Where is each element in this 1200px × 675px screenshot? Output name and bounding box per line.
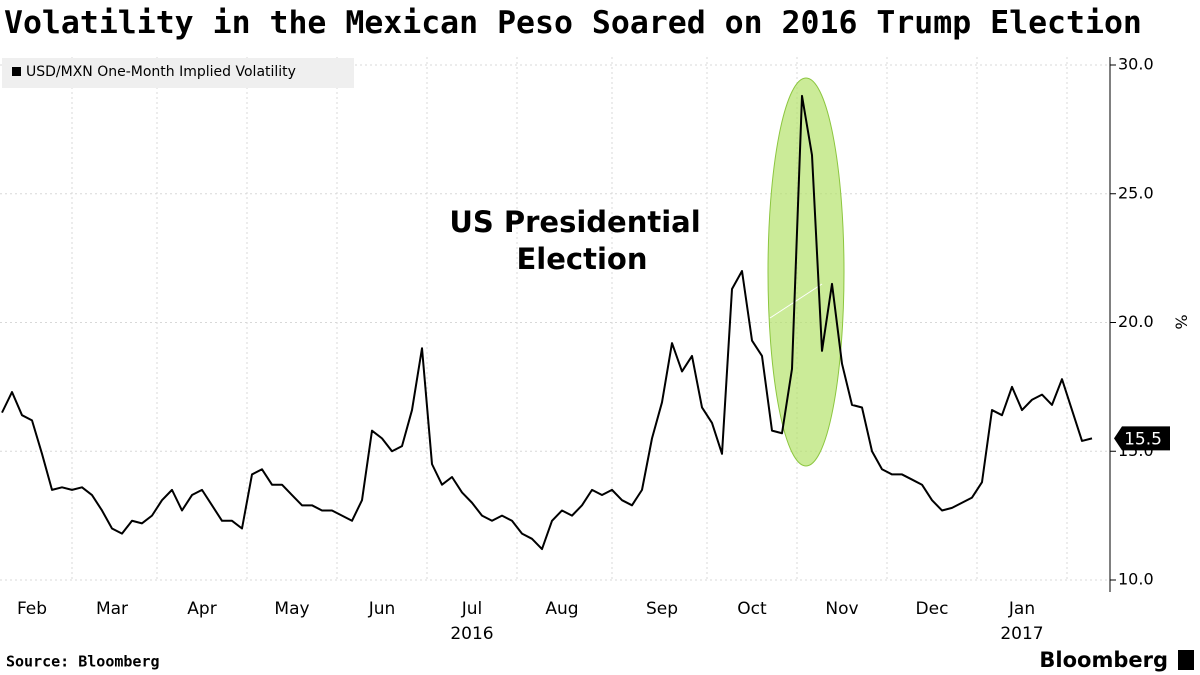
y-axis-label: %: [1172, 314, 1191, 329]
x-tick-label: Nov: [825, 599, 858, 619]
x-group-label: 2017: [1000, 624, 1043, 644]
legend-box: [2, 58, 354, 88]
annotation: US Presidential: [449, 205, 700, 239]
last-value-label: 15.5: [1124, 429, 1162, 449]
chart-title: Volatility in the Mexican Peso Soared on…: [4, 5, 1142, 41]
y-tick-label: 10.0: [1118, 570, 1154, 589]
y-tick-label: 30.0: [1118, 55, 1154, 74]
last-value-box: [1114, 426, 1170, 451]
x-tick-label: Dec: [916, 599, 949, 619]
brand: Bloomberg: [1039, 648, 1168, 672]
legend-label: USD/MXN One-Month Implied Volatility: [26, 64, 296, 80]
y-tick-label: 25.0: [1118, 183, 1154, 202]
source: Source: Bloomberg: [6, 653, 160, 671]
y-tick-label: 20.0: [1118, 312, 1154, 331]
x-tick-label: Sep: [646, 599, 678, 619]
connector: [769, 283, 823, 319]
x-tick-label: Oct: [737, 599, 767, 619]
highlight: [767, 77, 845, 467]
x-tick-label: Jan: [1008, 599, 1035, 619]
x-tick-label: Feb: [17, 599, 47, 619]
brand-icon: [1178, 650, 1194, 670]
x-tick-label: Jun: [368, 599, 396, 619]
x-group-label: 2016: [450, 624, 493, 644]
legend-swatch: [12, 67, 21, 76]
x-tick-label: Aug: [545, 599, 578, 619]
x-tick-label: Mar: [96, 599, 128, 619]
line: [1, 94, 1093, 551]
x-tick-label: Jul: [461, 599, 483, 619]
x-tick-label: Apr: [187, 599, 216, 619]
x-tick-label: May: [274, 599, 309, 619]
annotation: Election: [517, 242, 648, 276]
